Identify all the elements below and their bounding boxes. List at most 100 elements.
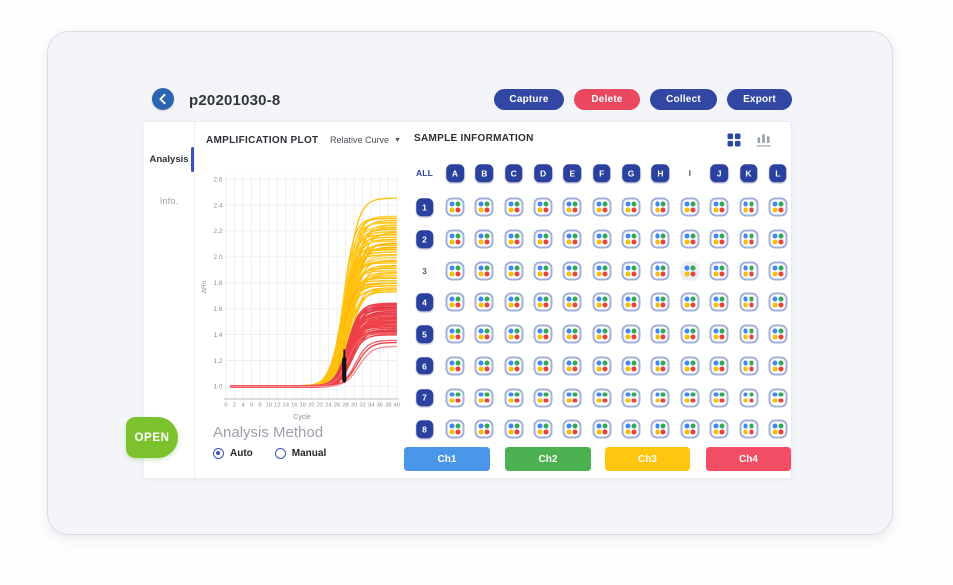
well-I1[interactable] xyxy=(680,197,700,217)
well-I5[interactable] xyxy=(680,324,700,344)
well-C5[interactable] xyxy=(504,324,524,344)
well-K1[interactable] xyxy=(739,197,758,217)
channel-button-ch4[interactable]: Ch4 xyxy=(706,447,791,471)
well-G6[interactable] xyxy=(621,356,641,376)
well-K4[interactable] xyxy=(739,292,758,312)
well-C7[interactable] xyxy=(504,388,524,407)
collect-button[interactable]: Collect xyxy=(650,89,717,110)
grid-view-icon[interactable] xyxy=(727,133,743,149)
well-E2[interactable] xyxy=(562,229,582,249)
column-header-C[interactable]: C xyxy=(504,164,523,183)
well-L7[interactable] xyxy=(768,388,788,407)
well-F6[interactable] xyxy=(592,356,612,376)
well-G3[interactable] xyxy=(621,261,641,281)
well-L6[interactable] xyxy=(768,356,788,376)
well-D6[interactable] xyxy=(533,356,553,376)
well-G5[interactable] xyxy=(621,324,641,344)
well-E1[interactable] xyxy=(562,197,582,217)
column-header-A[interactable]: A xyxy=(446,164,464,183)
column-header-G[interactable]: G xyxy=(622,164,640,183)
curve-type-dropdown[interactable]: Relative Curve ▼ xyxy=(330,135,401,145)
radio-manual[interactable] xyxy=(274,448,286,459)
well-A3[interactable] xyxy=(445,261,465,281)
well-E8[interactable] xyxy=(562,419,582,439)
row-header-5[interactable]: 5 xyxy=(415,325,434,343)
row-header-1[interactable]: 1 xyxy=(415,198,434,217)
well-J2[interactable] xyxy=(709,229,729,249)
well-C6[interactable] xyxy=(504,356,524,376)
well-F8[interactable] xyxy=(592,419,612,439)
well-E5[interactable] xyxy=(562,324,582,344)
well-C4[interactable] xyxy=(504,292,524,312)
row-header-8[interactable]: 8 xyxy=(415,420,434,438)
well-K7[interactable] xyxy=(739,388,758,407)
delete-button[interactable]: Delete xyxy=(574,89,640,110)
column-header-K[interactable]: K xyxy=(739,164,758,183)
sidebar-item-info[interactable]: Info. xyxy=(144,196,194,207)
well-L8[interactable] xyxy=(768,419,788,439)
well-K3[interactable] xyxy=(739,261,758,281)
column-header-E[interactable]: E xyxy=(563,164,582,183)
well-A1[interactable] xyxy=(445,197,465,217)
well-I6[interactable] xyxy=(680,356,700,376)
radio-auto[interactable] xyxy=(213,448,224,459)
well-I3[interactable] xyxy=(680,261,700,281)
well-G8[interactable] xyxy=(621,419,641,439)
well-L4[interactable] xyxy=(768,292,788,312)
well-D3[interactable] xyxy=(533,261,553,281)
sidebar-item-analysis[interactable]: Analysis xyxy=(144,154,194,165)
well-F5[interactable] xyxy=(592,324,612,344)
well-A5[interactable] xyxy=(445,324,465,344)
column-header-F[interactable]: F xyxy=(593,164,611,183)
well-C2[interactable] xyxy=(504,229,524,249)
well-B2[interactable] xyxy=(474,229,494,249)
well-H6[interactable] xyxy=(650,356,670,376)
well-B5[interactable] xyxy=(474,324,494,344)
column-header-I[interactable]: I xyxy=(688,168,691,179)
column-header-L[interactable]: L xyxy=(769,164,787,183)
channel-button-ch3[interactable]: Ch3 xyxy=(605,447,690,471)
open-button[interactable]: OPEN xyxy=(126,417,178,458)
well-H4[interactable] xyxy=(650,292,670,312)
column-header-B[interactable]: B xyxy=(475,164,494,183)
well-A2[interactable] xyxy=(445,229,465,249)
well-L2[interactable] xyxy=(768,229,788,249)
well-J6[interactable] xyxy=(709,356,729,376)
well-A8[interactable] xyxy=(445,419,465,439)
column-header-D[interactable]: D xyxy=(534,164,552,183)
select-all-button[interactable]: ALL xyxy=(415,168,434,179)
well-G1[interactable] xyxy=(621,197,641,217)
well-A7[interactable] xyxy=(445,388,465,407)
well-K8[interactable] xyxy=(739,419,758,439)
well-B4[interactable] xyxy=(474,292,494,312)
well-E6[interactable] xyxy=(562,356,582,376)
well-F3[interactable] xyxy=(592,261,612,281)
well-H7[interactable] xyxy=(650,388,670,407)
bar-chart-view-icon[interactable] xyxy=(756,133,772,149)
well-J3[interactable] xyxy=(709,261,729,281)
well-H5[interactable] xyxy=(650,324,670,344)
well-F2[interactable] xyxy=(592,229,612,249)
well-I2[interactable] xyxy=(680,229,700,249)
well-J1[interactable] xyxy=(709,197,729,217)
well-G2[interactable] xyxy=(621,229,641,249)
well-D7[interactable] xyxy=(533,388,553,407)
well-E3[interactable] xyxy=(562,261,582,281)
well-D4[interactable] xyxy=(533,292,553,312)
well-J4[interactable] xyxy=(709,292,729,312)
well-B1[interactable] xyxy=(474,197,494,217)
well-B3[interactable] xyxy=(474,261,494,281)
well-F1[interactable] xyxy=(592,197,612,217)
row-header-3[interactable]: 3 xyxy=(422,265,427,276)
well-F4[interactable] xyxy=(592,292,612,312)
well-A4[interactable] xyxy=(445,292,465,312)
channel-button-ch1[interactable]: Ch1 xyxy=(404,447,490,471)
well-E4[interactable] xyxy=(562,292,582,312)
well-H8[interactable] xyxy=(650,419,670,439)
export-button[interactable]: Export xyxy=(727,89,792,110)
well-J5[interactable] xyxy=(709,324,729,344)
well-D8[interactable] xyxy=(533,419,553,439)
well-K5[interactable] xyxy=(739,324,758,344)
channel-button-ch2[interactable]: Ch2 xyxy=(505,447,591,471)
well-L5[interactable] xyxy=(768,324,788,344)
